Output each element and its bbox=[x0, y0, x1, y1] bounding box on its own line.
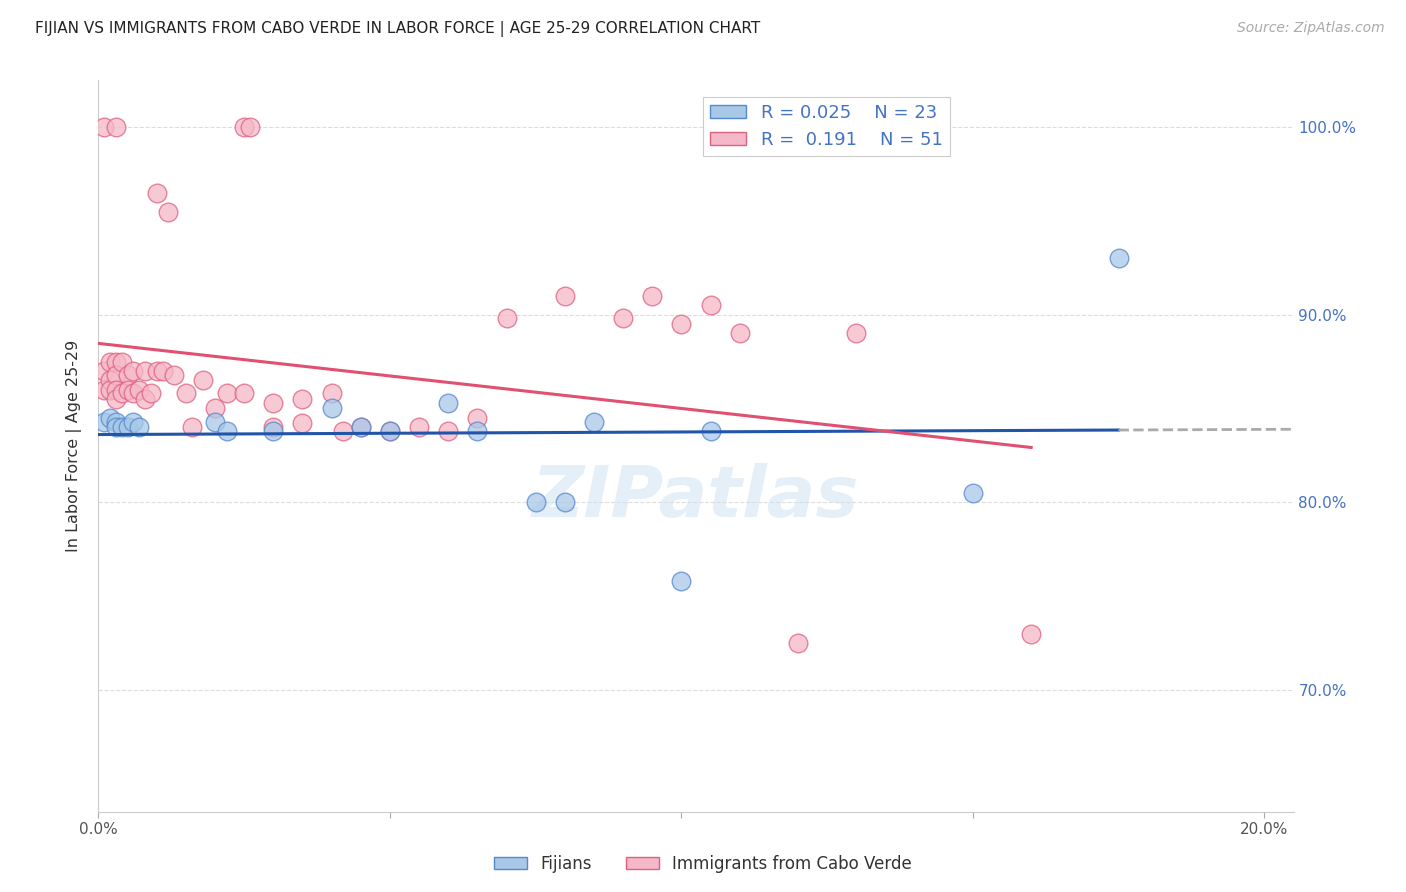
Point bbox=[128, 383, 150, 397]
Point bbox=[193, 373, 215, 387]
Point bbox=[163, 368, 186, 382]
Point bbox=[145, 186, 167, 200]
Point bbox=[104, 383, 127, 397]
Point bbox=[350, 420, 373, 434]
Point bbox=[437, 396, 460, 410]
Point bbox=[98, 383, 121, 397]
Point bbox=[641, 289, 664, 303]
Point bbox=[582, 415, 605, 429]
Point bbox=[1108, 252, 1130, 266]
Point bbox=[180, 420, 202, 434]
Point bbox=[93, 364, 115, 378]
Point bbox=[1019, 626, 1042, 640]
Point bbox=[122, 415, 145, 429]
Point bbox=[98, 373, 121, 387]
Point bbox=[291, 392, 314, 406]
Point bbox=[437, 424, 460, 438]
Point bbox=[128, 420, 150, 434]
Point bbox=[291, 417, 314, 431]
Point bbox=[98, 410, 121, 425]
Point bbox=[233, 120, 256, 135]
Point bbox=[152, 364, 174, 378]
Point bbox=[262, 424, 284, 438]
Point bbox=[321, 401, 343, 416]
Point bbox=[104, 120, 127, 135]
Point bbox=[204, 415, 226, 429]
Text: FIJIAN VS IMMIGRANTS FROM CABO VERDE IN LABOR FORCE | AGE 25-29 CORRELATION CHAR: FIJIAN VS IMMIGRANTS FROM CABO VERDE IN … bbox=[35, 21, 761, 37]
Point bbox=[408, 420, 430, 434]
Point bbox=[117, 383, 139, 397]
Point bbox=[671, 574, 693, 588]
Point bbox=[122, 386, 145, 401]
Point bbox=[104, 354, 127, 368]
Point bbox=[204, 401, 226, 416]
Legend: Fijians, Immigrants from Cabo Verde: Fijians, Immigrants from Cabo Verde bbox=[488, 848, 918, 880]
Point bbox=[554, 289, 576, 303]
Point bbox=[93, 383, 115, 397]
Point bbox=[554, 495, 576, 509]
Point bbox=[157, 204, 180, 219]
Point bbox=[378, 424, 401, 438]
Point bbox=[612, 311, 634, 326]
Point bbox=[93, 415, 115, 429]
Point bbox=[104, 368, 127, 382]
Point bbox=[215, 386, 238, 401]
Point bbox=[111, 354, 134, 368]
Point bbox=[215, 424, 238, 438]
Point bbox=[495, 311, 517, 326]
Point bbox=[845, 326, 868, 341]
Point bbox=[262, 396, 284, 410]
Text: Source: ZipAtlas.com: Source: ZipAtlas.com bbox=[1237, 21, 1385, 35]
Point bbox=[104, 415, 127, 429]
Point bbox=[139, 386, 162, 401]
Point bbox=[98, 354, 121, 368]
Point bbox=[467, 424, 489, 438]
Point bbox=[239, 120, 262, 135]
Point bbox=[962, 486, 984, 500]
Text: ZIPatlas: ZIPatlas bbox=[533, 463, 859, 532]
Point bbox=[111, 386, 134, 401]
Point bbox=[134, 392, 156, 406]
Legend: R = 0.025    N = 23, R =  0.191    N = 51: R = 0.025 N = 23, R = 0.191 N = 51 bbox=[703, 96, 950, 156]
Point bbox=[350, 420, 373, 434]
Point bbox=[787, 636, 810, 650]
Point bbox=[467, 410, 489, 425]
Point bbox=[174, 386, 197, 401]
Point bbox=[117, 420, 139, 434]
Point bbox=[233, 386, 256, 401]
Point bbox=[145, 364, 167, 378]
Point bbox=[122, 364, 145, 378]
Point bbox=[378, 424, 401, 438]
Point bbox=[104, 392, 127, 406]
Y-axis label: In Labor Force | Age 25-29: In Labor Force | Age 25-29 bbox=[66, 340, 83, 552]
Point bbox=[728, 326, 751, 341]
Point bbox=[104, 420, 127, 434]
Point bbox=[93, 120, 115, 135]
Point bbox=[321, 386, 343, 401]
Point bbox=[699, 298, 721, 312]
Point bbox=[262, 420, 284, 434]
Point bbox=[699, 424, 721, 438]
Point bbox=[117, 368, 139, 382]
Point bbox=[111, 420, 134, 434]
Point bbox=[134, 364, 156, 378]
Point bbox=[671, 317, 693, 331]
Point bbox=[332, 424, 354, 438]
Point bbox=[524, 495, 547, 509]
